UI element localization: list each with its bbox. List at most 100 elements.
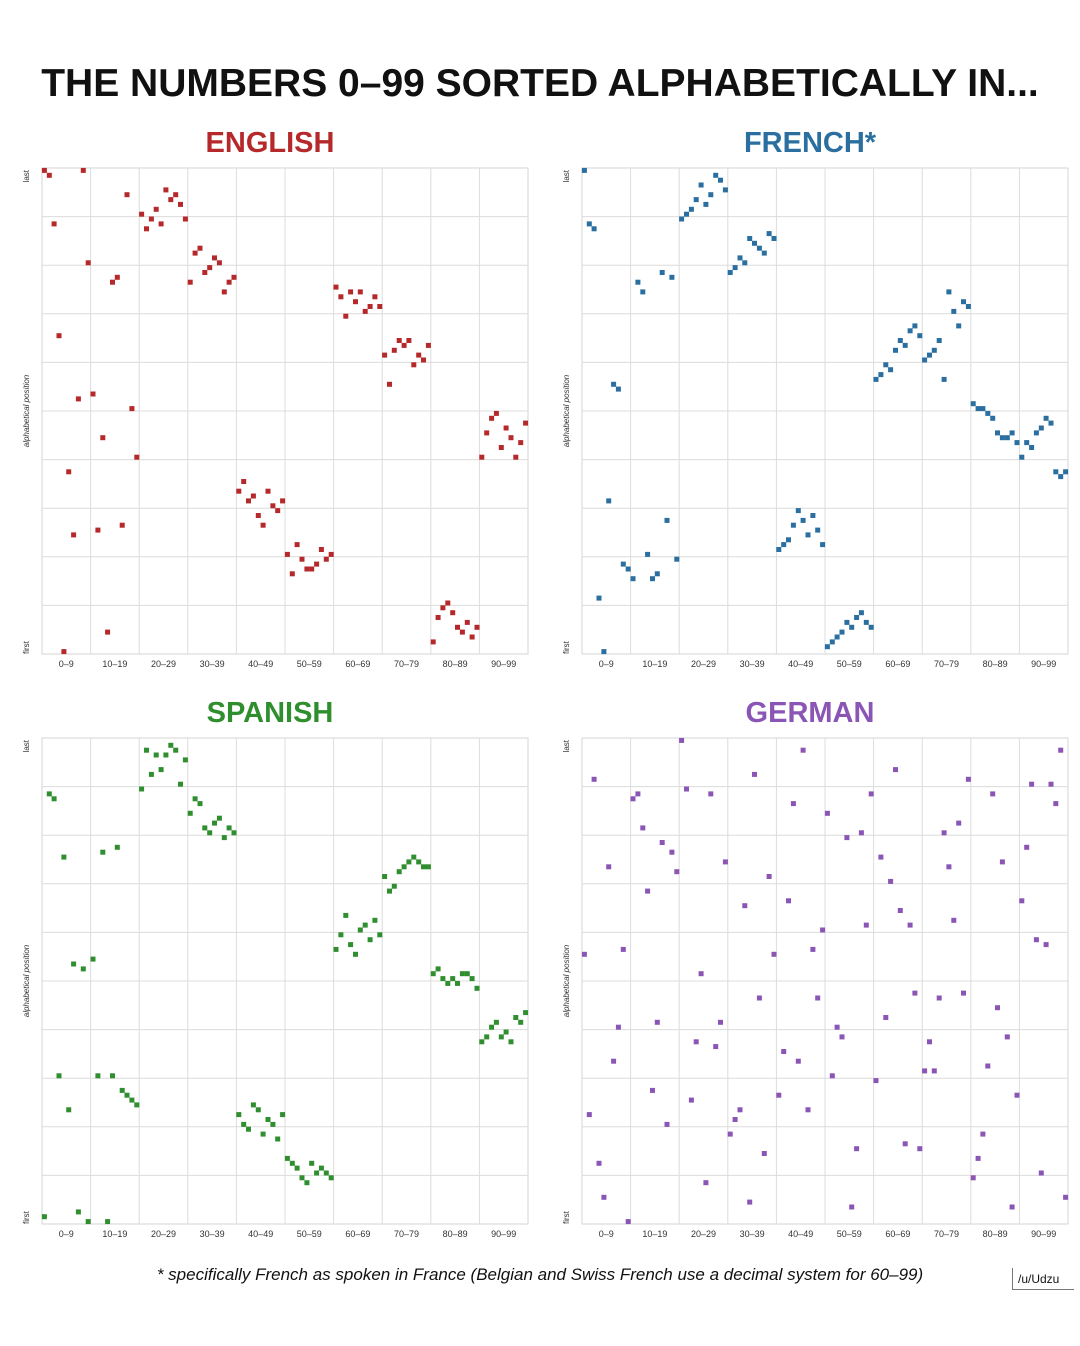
data-point-french: 28 — vingt-huit bbox=[718, 177, 723, 183]
data-point-english: 20 — twenty bbox=[139, 211, 145, 217]
chart-title-english: ENGLISH bbox=[205, 127, 335, 159]
data-point-english: 18 — eighteen bbox=[129, 406, 135, 412]
data-point-english: 97 — ninety-seven bbox=[513, 454, 519, 460]
x-tick-label: 60–69 bbox=[885, 659, 910, 669]
data-point-german: 28 — achtundzwanzig bbox=[718, 1019, 723, 1025]
data-point-german: 89 — neunundachtzig bbox=[1014, 1092, 1020, 1098]
data-point-english: 47 — forty-seven bbox=[270, 503, 276, 509]
data-point-french: 21 — vingt et un bbox=[684, 211, 689, 217]
data-point-spanish: 55 — cincuenta y cinco bbox=[309, 1160, 315, 1166]
x-tick-label: 80–89 bbox=[443, 1229, 468, 1239]
data-point-spanish: 89 — ochenta y nueve bbox=[474, 985, 480, 991]
data-point-spanish: 58 — cincuenta y ocho bbox=[323, 1170, 329, 1176]
scatter-plot-german: 0–9 10–19 20–29 30–39 40–49 50–59 60–69 70–79 80… bbox=[562, 737, 1069, 1239]
data-point-german: 37 — siebenunddreißig bbox=[761, 1151, 767, 1156]
data-point-german: 21 — einundzwanzig bbox=[684, 786, 689, 792]
y-axis-top-label: last bbox=[22, 169, 31, 182]
data-point-french: 31 — trente et un bbox=[732, 265, 738, 271]
scatter-plot-english: 0–9 10–19 20–29 30–39 40–49 50–59 60–69 70–79 80… bbox=[22, 167, 529, 669]
data-point-german: 14 — vierzehn bbox=[650, 1087, 655, 1093]
data-point-english: 71 — seventy-one bbox=[387, 381, 392, 387]
x-tick-label: 10–19 bbox=[102, 659, 127, 669]
y-axis-bottom-label: first bbox=[562, 640, 571, 654]
data-point-spanish: 66 — sesenta y seis bbox=[362, 922, 368, 928]
data-point-german: 6 — sechs bbox=[611, 1058, 617, 1064]
data-point-french: 18 — dix-huit bbox=[669, 274, 675, 280]
data-point-english: 1 — one bbox=[46, 172, 52, 178]
x-tick-label: 30–39 bbox=[740, 659, 765, 669]
data-point-french: 71 — soixante et onze bbox=[927, 352, 932, 358]
data-point-spanish: 67 — sesenta y siete bbox=[367, 937, 373, 943]
data-point-english: 93 — ninety-three bbox=[493, 410, 499, 416]
data-point-french: 76 — soixante-seize bbox=[951, 308, 957, 314]
data-point-french: 56 — cinquante-six bbox=[854, 615, 860, 620]
x-tick-label: 40–49 bbox=[248, 659, 273, 669]
data-point-german: 43 — dreiundvierzig bbox=[790, 801, 796, 807]
x-tick-label: 80–89 bbox=[983, 659, 1008, 669]
data-point-german: 44 — vierundvierzig bbox=[795, 1058, 801, 1064]
data-point-spanish: 22 — veintidós bbox=[148, 771, 154, 777]
y-axis-label: alphabetical position bbox=[22, 374, 31, 447]
data-point-spanish: 98 — noventa y ocho bbox=[518, 1019, 524, 1025]
data-point-french: 2 — deux bbox=[591, 226, 597, 232]
data-point-english: 26 — twenty-six bbox=[168, 197, 174, 203]
data-point-spanish: 94 — noventa y cuatro bbox=[498, 1034, 504, 1040]
data-point-english: 98 — ninety-eight bbox=[518, 440, 524, 446]
data-point-german: 19 — neunzehn bbox=[674, 869, 680, 875]
data-point-english: 0 — zero bbox=[41, 167, 47, 173]
y-axis-bottom-label: first bbox=[22, 640, 31, 654]
data-point-french: 96 — quatre-vingt-seize bbox=[1048, 420, 1054, 426]
x-tick-label: 10–19 bbox=[102, 1229, 127, 1239]
data-point-spanish: 49 — cuarenta y nueve bbox=[280, 1112, 286, 1118]
data-point-german: 26 — sechsundzwanzig bbox=[708, 791, 714, 797]
data-point-german: 24 — vierundzwanzig bbox=[698, 971, 704, 977]
data-point-english: 57 — fifty-seven bbox=[318, 547, 324, 552]
x-tick-label: 10–19 bbox=[642, 1229, 667, 1239]
data-point-french: 94 — quatre-vingt-quatorze bbox=[1038, 425, 1044, 431]
data-point-german: 11 — elf bbox=[635, 791, 641, 797]
data-point-spanish: 8 — ocho bbox=[80, 966, 86, 972]
data-point-german: 80 — achtzig bbox=[970, 1175, 976, 1181]
data-point-german: 61 — einundsechzig bbox=[878, 854, 884, 860]
data-point-spanish: 64 — sesenta y cuatro bbox=[353, 951, 358, 957]
data-point-spanish: 37 — treinta y siete bbox=[221, 835, 227, 841]
data-point-french: 89 — quatre-vingt-neuf bbox=[1014, 440, 1020, 446]
data-point-spanish: 40 — cuarenta bbox=[236, 1112, 242, 1118]
chart-panel-french: FRENCH* 0–9 10–19 20–29 30–39 40–49 50–59 60–6… bbox=[540, 0, 1080, 669]
data-point-spanish: 68 — sesenta y ocho bbox=[372, 917, 378, 923]
data-point-english: 82 — eighty-two bbox=[440, 605, 446, 611]
data-point-english: 40 — forty bbox=[236, 488, 242, 494]
data-point-spanish: 36 — treinta y seis bbox=[216, 815, 222, 821]
data-point-german: 65 — fünfundsechzig bbox=[897, 908, 903, 913]
data-point-english: 17 — seventeen bbox=[124, 192, 130, 198]
data-point-french: 61 — soixante et un bbox=[878, 372, 884, 378]
data-point-english: 85 — eighty-five bbox=[455, 624, 460, 630]
data-point-french: 13 — treize bbox=[645, 551, 651, 557]
data-point-spanish: 65 — sesenta y cinco bbox=[357, 927, 363, 933]
data-point-english: 72 — seventy-two bbox=[391, 347, 397, 353]
scatter-plot-spanish: 0–9 10–19 20–29 30–39 40–49 50–59 60–69 70–79 80… bbox=[22, 737, 529, 1239]
x-tick-label: 50–59 bbox=[297, 659, 322, 669]
data-point-spanish: 21 — veintiuno bbox=[144, 747, 149, 753]
data-point-english: 4 — four bbox=[61, 649, 67, 655]
data-point-english: 88 — eighty-eight bbox=[469, 634, 475, 640]
data-point-english: 86 — eighty-six bbox=[459, 629, 465, 635]
y-axis-label: alphabetical position bbox=[562, 374, 571, 447]
data-point-french: 44 — quarante-quatre bbox=[795, 508, 801, 514]
data-point-german: 54 — vierundfünfzig bbox=[844, 835, 850, 841]
data-point-spanish: 41 — cuarenta y uno bbox=[241, 1121, 247, 1127]
data-point-spanish: 85 — ochenta y cinco bbox=[455, 980, 460, 986]
x-tick-label: 20–29 bbox=[151, 659, 176, 669]
data-point-german: 64 — vierundsechzig bbox=[893, 767, 898, 773]
data-point-french: 47 — quarante-sept bbox=[810, 513, 816, 518]
x-tick-label: 0–9 bbox=[59, 1229, 74, 1239]
data-point-german: 34 — vierunddreißig bbox=[747, 1199, 753, 1205]
data-point-french: 11 — onze bbox=[635, 279, 641, 285]
data-point-english: 75 — seventy-five bbox=[406, 338, 412, 343]
data-point-english: 2 — two bbox=[51, 221, 57, 227]
x-tick-label: 60–69 bbox=[345, 1229, 370, 1239]
data-point-german: 67 — siebenundsechzig bbox=[907, 922, 913, 928]
data-point-german: 23 — dreiundzwanzig bbox=[693, 1039, 699, 1045]
data-point-french: 65 — soixante-cinq bbox=[897, 338, 903, 343]
data-point-english: 7 — seven bbox=[75, 396, 81, 402]
